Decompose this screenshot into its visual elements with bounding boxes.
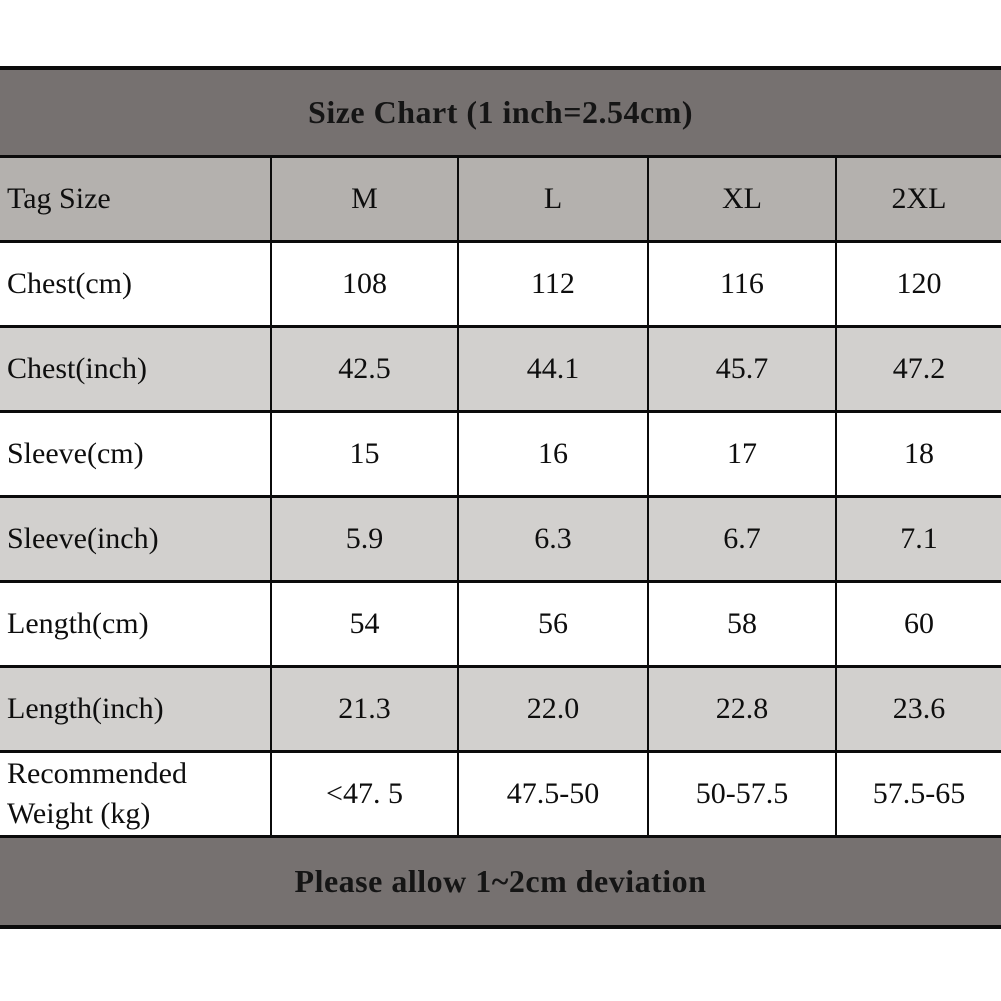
header-size-2xl: 2XL bbox=[835, 158, 1001, 240]
table-row-length-inch: Length(inch) 21.3 22.0 22.8 23.6 bbox=[0, 665, 1001, 750]
row-label: Chest(inch) bbox=[7, 351, 147, 385]
cell-value: 47.5-50 bbox=[457, 753, 647, 835]
cell-value: 15 bbox=[270, 413, 457, 495]
row-label: Chest(cm) bbox=[7, 266, 132, 300]
table-row-sleeve-inch: Sleeve(inch) 5.9 6.3 6.7 7.1 bbox=[0, 495, 1001, 580]
cell-value: 47.2 bbox=[835, 328, 1001, 410]
size-chart-table: Size Chart (1 inch=2.54cm) Tag Size M L … bbox=[0, 66, 1001, 929]
cell-value: 5.9 bbox=[270, 498, 457, 580]
table-row-recommended-weight: Recommended Weight (kg) <47. 5 47.5-50 5… bbox=[0, 750, 1001, 835]
header-size-xl: XL bbox=[647, 158, 835, 240]
cell-value: 23.6 bbox=[835, 668, 1001, 750]
cell-value: 112 bbox=[457, 243, 647, 325]
cell-value: 22.8 bbox=[647, 668, 835, 750]
cell-value: 54 bbox=[270, 583, 457, 665]
cell-value: 60 bbox=[835, 583, 1001, 665]
cell-value: 21.3 bbox=[270, 668, 457, 750]
cell-value: 6.3 bbox=[457, 498, 647, 580]
cell-value: 50-57.5 bbox=[647, 753, 835, 835]
cell-value: 22.0 bbox=[457, 668, 647, 750]
table-row-chest-cm: Chest(cm) 108 112 116 120 bbox=[0, 240, 1001, 325]
table-title: Size Chart (1 inch=2.54cm) bbox=[308, 94, 693, 130]
row-label: Recommended Weight (kg) bbox=[7, 756, 187, 831]
cell-value: 44.1 bbox=[457, 328, 647, 410]
table-row-sleeve-cm: Sleeve(cm) 15 16 17 18 bbox=[0, 410, 1001, 495]
row-label: Sleeve(inch) bbox=[7, 521, 159, 555]
cell-value: 58 bbox=[647, 583, 835, 665]
cell-value: 108 bbox=[270, 243, 457, 325]
cell-value: 120 bbox=[835, 243, 1001, 325]
cell-value: 18 bbox=[835, 413, 1001, 495]
deviation-note: Please allow 1~2cm deviation bbox=[294, 863, 707, 899]
cell-value: <47. 5 bbox=[270, 753, 457, 835]
cell-value: 6.7 bbox=[647, 498, 835, 580]
table-row-length-cm: Length(cm) 54 56 58 60 bbox=[0, 580, 1001, 665]
row-label: Sleeve(cm) bbox=[7, 436, 144, 470]
cell-value: 116 bbox=[647, 243, 835, 325]
row-label: Length(cm) bbox=[7, 606, 149, 640]
cell-value: 42.5 bbox=[270, 328, 457, 410]
cell-value: 7.1 bbox=[835, 498, 1001, 580]
header-size-m: M bbox=[270, 158, 457, 240]
cell-value: 57.5-65 bbox=[835, 753, 1001, 835]
header-size-l: L bbox=[457, 158, 647, 240]
cell-value: 17 bbox=[647, 413, 835, 495]
cell-value: 45.7 bbox=[647, 328, 835, 410]
table-row-chest-inch: Chest(inch) 42.5 44.1 45.7 47.2 bbox=[0, 325, 1001, 410]
table-title-band: Size Chart (1 inch=2.54cm) bbox=[0, 70, 1001, 155]
table-header-row: Tag Size M L XL 2XL bbox=[0, 155, 1001, 240]
header-tag-size: Tag Size bbox=[7, 181, 111, 215]
table-footer-band: Please allow 1~2cm deviation bbox=[0, 835, 1001, 925]
cell-value: 56 bbox=[457, 583, 647, 665]
row-label: Length(inch) bbox=[7, 691, 164, 725]
cell-value: 16 bbox=[457, 413, 647, 495]
